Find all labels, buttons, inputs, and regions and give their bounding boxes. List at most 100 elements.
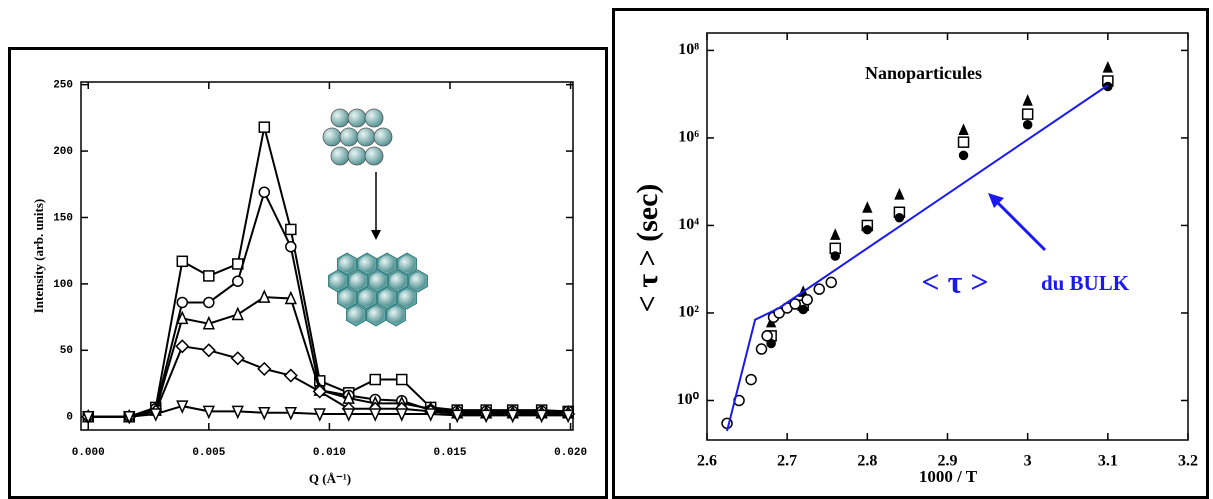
marker	[825, 276, 838, 289]
y-axis-label: < τ > (sec)	[631, 184, 664, 313]
y-tick-label: 10⁴	[678, 216, 699, 233]
marker	[175, 339, 190, 354]
annotation: < τ >	[921, 263, 988, 299]
y-tick-label: 200	[53, 146, 73, 158]
marker	[894, 188, 905, 200]
marker	[369, 373, 381, 386]
marker	[284, 406, 297, 421]
marker	[862, 201, 873, 213]
marker	[176, 296, 189, 309]
annotation: du BULK	[1041, 271, 1130, 295]
marker	[203, 296, 215, 309]
series-line	[88, 126, 569, 418]
x-tick-label: 2.7	[777, 453, 797, 470]
sphere	[350, 273, 366, 289]
marker	[562, 409, 575, 424]
series-line	[88, 405, 569, 418]
sphere	[330, 273, 346, 289]
marker	[202, 315, 215, 330]
marker	[862, 224, 873, 235]
x-tick-label: 3.2	[1178, 453, 1198, 470]
sphere	[322, 127, 342, 147]
illustration-arrowhead	[371, 230, 381, 240]
sphere	[339, 127, 359, 147]
y-tick-label: 150	[53, 212, 73, 224]
marker	[258, 121, 271, 133]
marker	[257, 361, 272, 376]
sphere	[364, 108, 384, 128]
marker	[231, 405, 244, 420]
x-tick-label: 0.020	[554, 447, 587, 459]
marker	[958, 123, 969, 135]
marker	[82, 410, 95, 425]
marker	[801, 294, 813, 306]
sphere	[370, 273, 386, 289]
left-panel-border	[8, 47, 608, 499]
marker	[761, 330, 773, 342]
y-tick-label: 50	[60, 345, 73, 357]
annotation-arrowhead	[988, 193, 1004, 208]
sphere	[373, 127, 393, 147]
marker	[123, 410, 136, 425]
y-tick-label: 250	[53, 80, 73, 92]
marker	[258, 186, 271, 198]
x-tick-label: 0.005	[192, 447, 225, 459]
marker	[957, 136, 970, 148]
marker	[480, 409, 493, 424]
marker	[176, 255, 189, 268]
y-tick-label: 10²	[678, 304, 699, 321]
marker	[451, 409, 464, 424]
marker	[755, 343, 768, 355]
sphere	[399, 290, 415, 306]
marker	[424, 408, 437, 422]
sphere	[339, 290, 355, 306]
sphere	[399, 256, 415, 272]
marker	[232, 275, 244, 287]
marker	[1021, 108, 1034, 120]
marker	[798, 304, 808, 315]
annotation-arrow	[993, 198, 1047, 252]
sphere	[339, 256, 355, 272]
marker	[230, 351, 245, 366]
plot-frame	[706, 32, 1189, 441]
marker	[176, 310, 189, 325]
x-tick-label: 3	[1024, 453, 1032, 470]
y-tick-label: 10⁸	[678, 41, 699, 58]
marker	[283, 368, 298, 383]
marker	[535, 409, 548, 424]
marker	[1103, 81, 1113, 92]
x-tick-label: 2.6	[697, 453, 717, 470]
y-tick-label: 0	[66, 412, 73, 424]
marker	[285, 240, 297, 253]
marker	[313, 408, 326, 422]
marker	[958, 150, 969, 161]
marker	[149, 408, 162, 422]
x-tick-label: 0.015	[433, 447, 466, 459]
sphere	[347, 108, 367, 128]
marker	[284, 290, 297, 305]
marker	[369, 408, 382, 422]
marker	[395, 408, 408, 422]
x-axis-label: Q (Å⁻¹)	[309, 471, 351, 486]
marker	[342, 408, 355, 422]
marker	[1022, 94, 1033, 106]
marker	[396, 373, 408, 386]
right-panel-border	[612, 8, 1209, 499]
sphere	[379, 290, 395, 306]
annotation: Nanoparticules	[865, 63, 982, 83]
marker	[285, 223, 297, 236]
y-tick-label: 10⁶	[678, 129, 699, 146]
y-axis-label: Intensity (arb. units)	[31, 199, 46, 314]
marker	[745, 373, 757, 386]
marker	[506, 409, 519, 424]
marker	[258, 289, 271, 303]
sphere	[368, 307, 384, 323]
sphere	[388, 307, 404, 323]
x-tick-label: 2.8	[857, 453, 877, 470]
sphere	[390, 273, 406, 289]
x-axis-label: 1000 / T	[919, 467, 978, 486]
sphere	[347, 146, 367, 166]
marker	[1022, 120, 1033, 130]
marker	[201, 343, 216, 358]
